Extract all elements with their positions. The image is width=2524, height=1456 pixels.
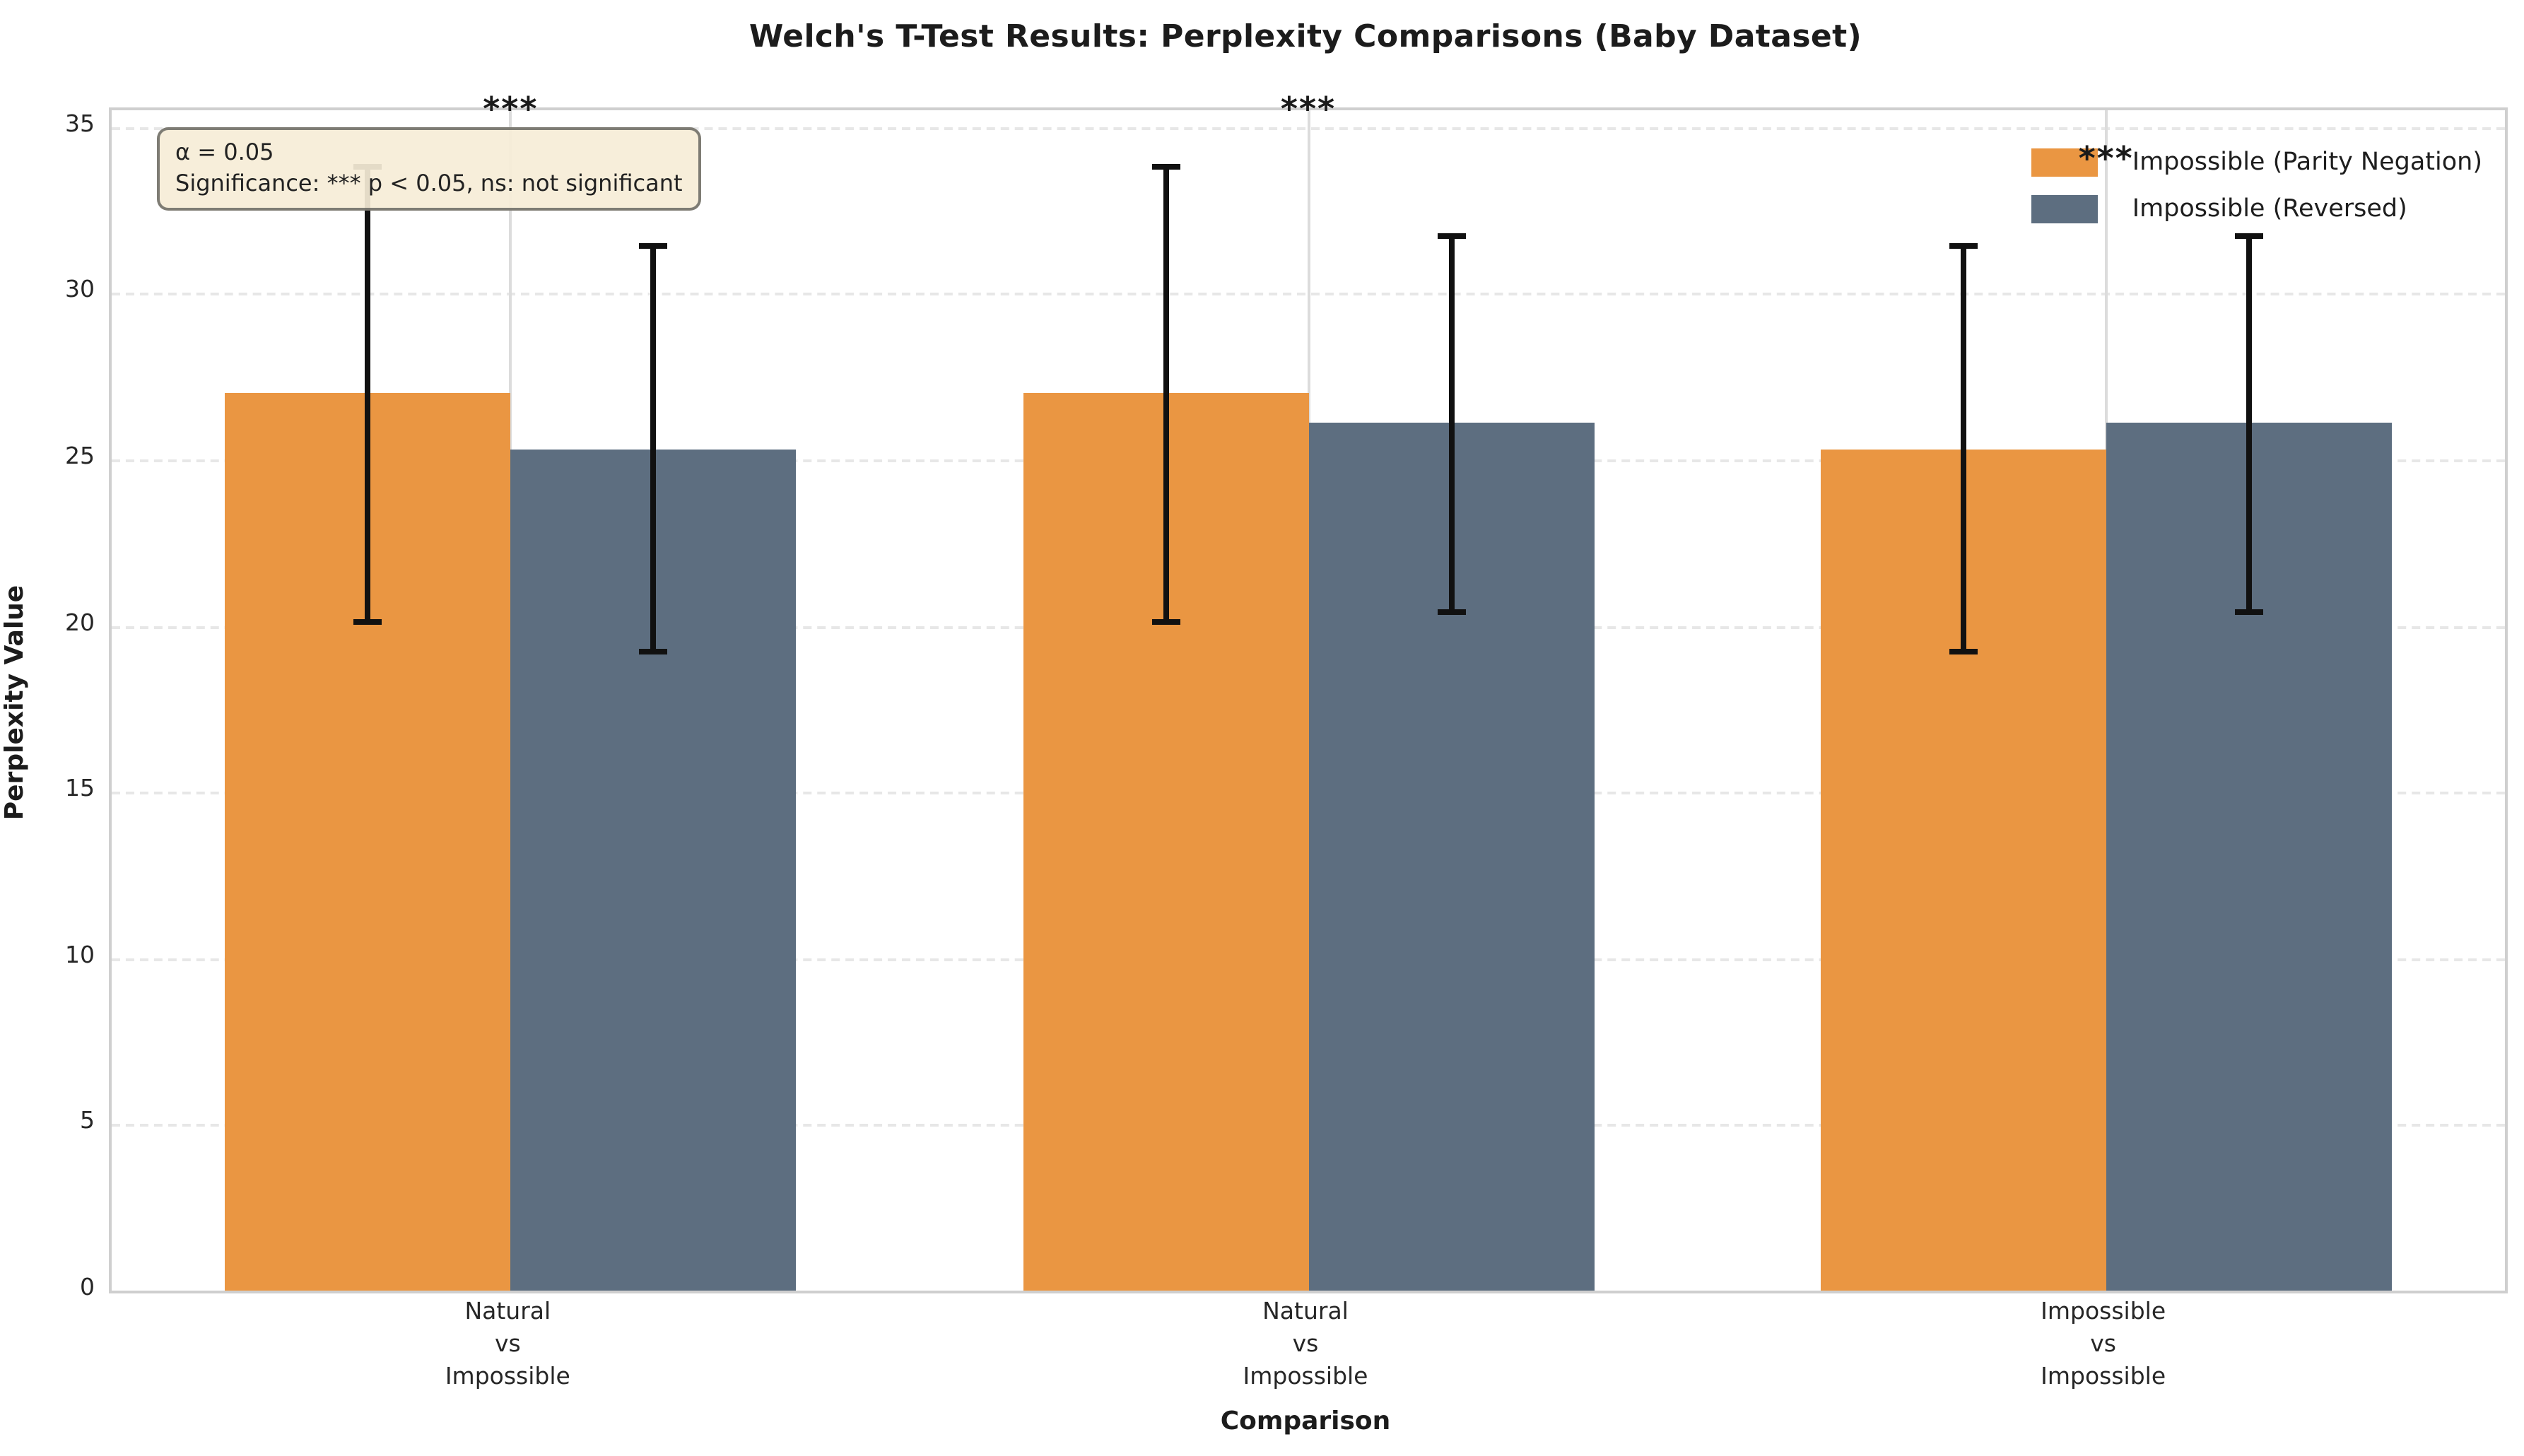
- legend-entry-parity-negation: Impossible (Parity Negation): [2031, 139, 2482, 185]
- y-tick-label: 5: [80, 1107, 95, 1134]
- error-bar-cap: [639, 243, 668, 249]
- significance-marker: ***: [2078, 141, 2134, 179]
- error-bar-cap: [2234, 609, 2263, 616]
- legend-label: Impossible (Parity Negation): [2132, 148, 2482, 176]
- legend-entry-reversed: Impossible (Reversed): [2031, 185, 2482, 232]
- x-axis-label: Comparison: [1220, 1407, 1391, 1436]
- x-tick-line: vs: [1292, 1330, 1319, 1357]
- error-bar-cap: [2234, 233, 2263, 240]
- significance-marker: ***: [483, 92, 539, 129]
- legend-swatch-gray: [2031, 194, 2099, 223]
- y-tick-label: 10: [65, 941, 95, 968]
- x-tick-line: vs: [494, 1330, 521, 1357]
- legend: Impossible (Parity Negation) Impossible …: [2031, 139, 2482, 232]
- error-bar-cap: [1437, 609, 1465, 616]
- annotation-box: α = 0.05 Significance: *** p < 0.05, ns:…: [157, 127, 701, 211]
- legend-swatch-orange: [2031, 148, 2099, 176]
- x-tick-label: Impossible vs Impossible: [1948, 1295, 2259, 1392]
- x-tick-line: Natural: [464, 1298, 551, 1325]
- error-bar-cap: [639, 649, 668, 655]
- error-bar-line: [1960, 246, 1966, 652]
- x-tick-line: vs: [2090, 1330, 2117, 1357]
- error-bar-line: [1448, 236, 1454, 613]
- significance-marker: ***: [1280, 92, 1337, 129]
- error-bar-line: [650, 246, 657, 652]
- annotation-alpha-line: α = 0.05: [175, 139, 274, 165]
- y-tick-label: 35: [65, 110, 95, 137]
- x-tick-line: Impossible: [2041, 1298, 2166, 1325]
- chart-title: Welch's T-Test Results: Perplexity Compa…: [749, 20, 1862, 55]
- error-bar-line: [365, 166, 371, 623]
- error-bar-cap: [1151, 163, 1180, 170]
- legend-label: Impossible (Reversed): [2132, 194, 2407, 223]
- y-tick-label: 0: [80, 1274, 95, 1301]
- error-bar-cap: [353, 619, 382, 626]
- plot-area: *** *** *** α = 0.05 Significance: *** p <…: [109, 92, 2508, 1293]
- x-tick-line: Impossible: [445, 1363, 570, 1390]
- y-tick-label: 15: [65, 775, 95, 802]
- error-bar-cap: [1151, 619, 1180, 626]
- x-tick-label: Natural vs Impossible: [352, 1295, 663, 1392]
- error-bar-cap: [1949, 243, 1978, 249]
- error-bar-line: [1163, 166, 1168, 623]
- x-tick-line: Impossible: [1243, 1363, 1368, 1390]
- x-tick-line: Impossible: [2041, 1363, 2166, 1390]
- x-tick-line: Natural: [1262, 1298, 1349, 1325]
- error-bar-cap: [1437, 233, 1465, 240]
- y-tick-label: 20: [65, 609, 95, 636]
- error-bar-cap: [1949, 649, 1978, 655]
- y-tick-label: 30: [65, 276, 95, 303]
- annotation-significance-line: Significance: *** p < 0.05, ns: not sign…: [175, 170, 683, 196]
- y-tick-label: 25: [65, 442, 95, 469]
- error-bar-line: [2246, 236, 2252, 613]
- x-tick-label: Natural vs Impossible: [1150, 1295, 1461, 1392]
